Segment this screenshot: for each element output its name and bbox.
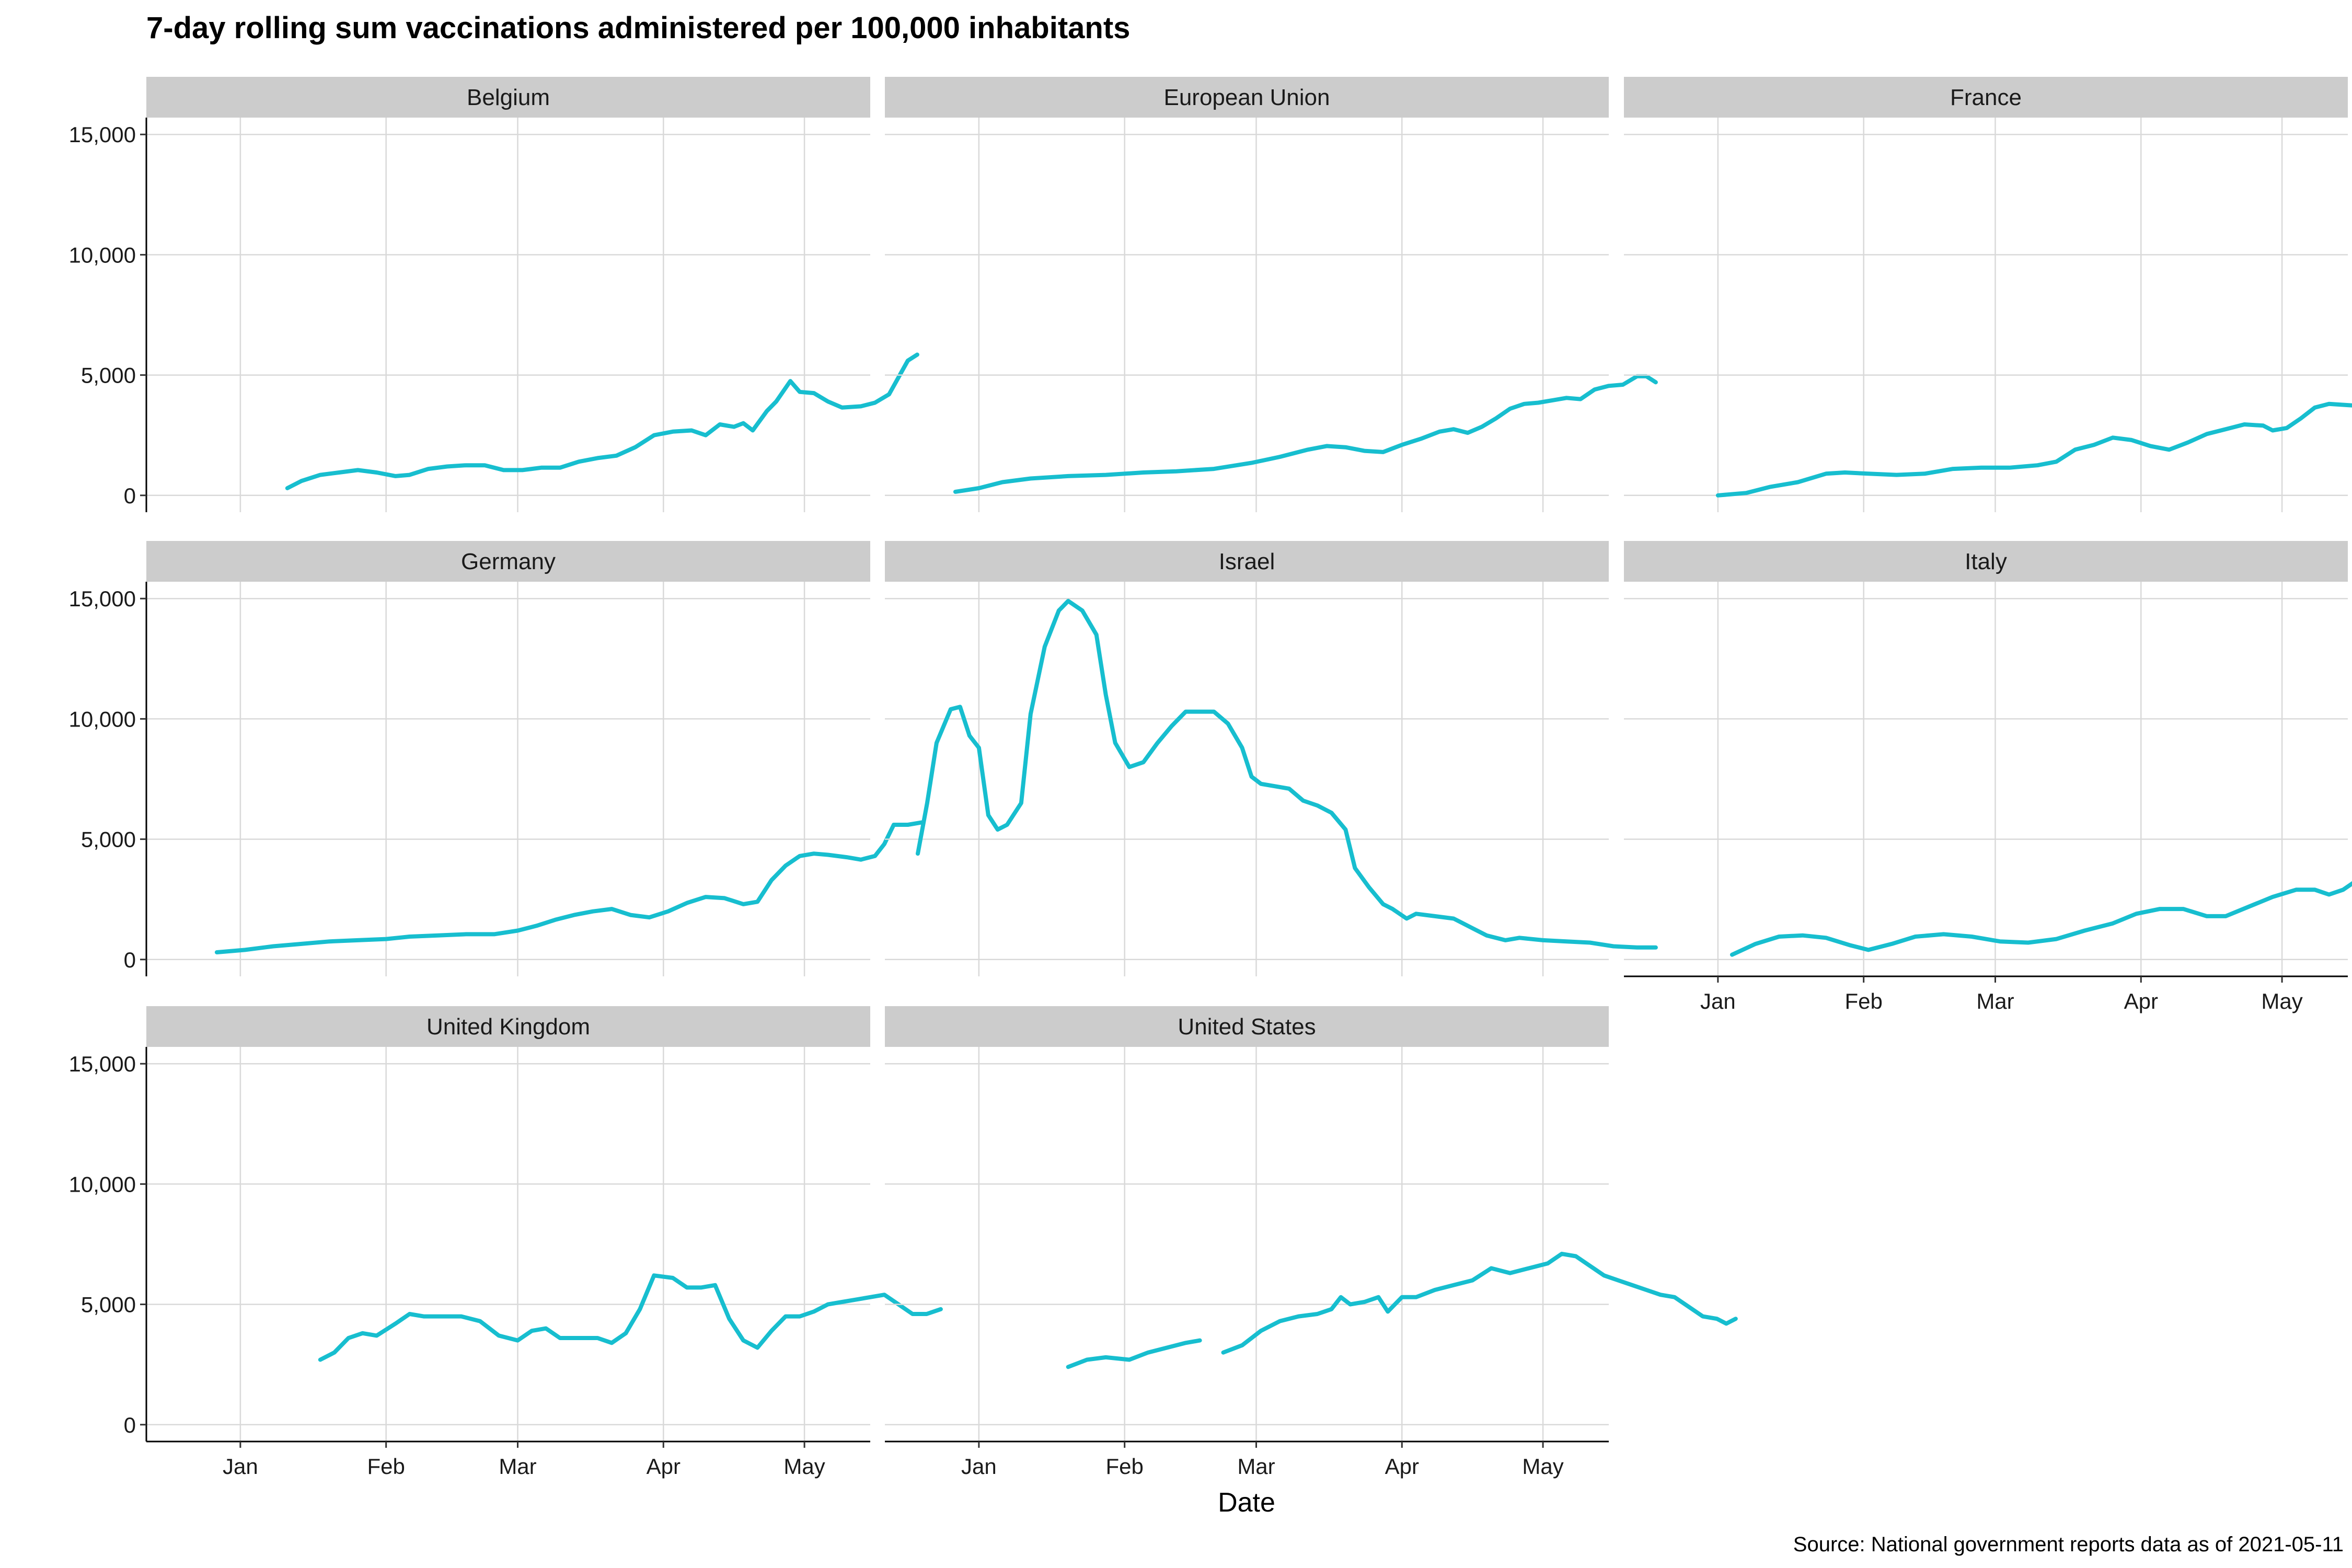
x-tick-label: May (783, 1454, 825, 1479)
y-tick-label: 10,000 (69, 1172, 136, 1196)
strip-france (1624, 77, 2348, 118)
y-tick-label: 5,000 (81, 1293, 136, 1317)
x-tick-label: Jan (223, 1454, 258, 1479)
strip-italy (1624, 541, 2348, 582)
x-tick-label: May (1522, 1454, 1563, 1479)
strip-germany (146, 541, 870, 582)
strip-united-kingdom (146, 1006, 870, 1047)
strip-label-belgium: Belgium (467, 85, 550, 110)
y-tick-label: 15,000 (69, 122, 136, 147)
y-tick-label: 5,000 (81, 363, 136, 388)
x-tick-label: Apr (1385, 1454, 1419, 1479)
y-tick-label: 0 (124, 483, 136, 508)
panels-layer: Belgium 0 5,000 10,000 15,000 European Union F… (69, 77, 2352, 1479)
x-axis-title: Date (1218, 1488, 1275, 1518)
x-tick-label: Apr (647, 1454, 681, 1479)
panel-european-union: European Union (885, 77, 1658, 512)
series-line-european-union-0 (953, 374, 1658, 494)
series-line-germany-0 (214, 820, 924, 954)
series-line-united-states-1 (1221, 1251, 1738, 1355)
y-tick-label: 15,000 (69, 586, 136, 611)
x-tick-label: Jan (1700, 989, 1736, 1013)
x-tick-label: Feb (1844, 989, 1882, 1013)
panel-france: France (1624, 77, 2352, 512)
x-tick-label: Apr (2124, 989, 2158, 1013)
y-tick-label: 0 (124, 1413, 136, 1437)
panel-italy: Italy Jan Feb Mar Apr May (1624, 541, 2352, 1013)
strip-united-states (885, 1006, 1609, 1047)
series-line-france-0 (1715, 401, 2352, 498)
series-line-united-kingdom-0 (318, 1273, 943, 1362)
panel-belgium: Belgium 0 5,000 10,000 15,000 (69, 77, 919, 512)
x-tick-label: May (2261, 989, 2302, 1013)
strip-belgium (146, 77, 870, 118)
strip-label-france: France (1950, 85, 2022, 110)
x-tick-label: Feb (367, 1454, 405, 1479)
x-tick-label: Mar (1976, 989, 2014, 1013)
strip-european-union (885, 77, 1609, 118)
strip-label-united-kingdom: United Kingdom (426, 1014, 590, 1040)
strip-label-israel: Israel (1219, 549, 1275, 574)
panel-united-states: United States Jan Feb Mar Apr May (885, 1006, 1738, 1479)
strip-label-germany: Germany (461, 549, 556, 574)
series-line-belgium-0 (285, 352, 919, 490)
strip-label-european-union: European Union (1163, 85, 1330, 110)
strip-label-italy: Italy (1965, 549, 2007, 574)
y-tick-label: 5,000 (81, 827, 136, 852)
panel-germany: Germany 0 5,000 10,000 15,000 (69, 541, 924, 976)
panel-united-kingdom: United Kingdom 0 5,000 10,000 15,000 Jan Feb Ma… (69, 1006, 943, 1479)
source-caption: Source: National government reports data… (1793, 1533, 2344, 1556)
strip-label-united-states: United States (1178, 1014, 1316, 1040)
x-tick-label: Jan (961, 1454, 997, 1479)
x-tick-label: Mar (1237, 1454, 1275, 1479)
strip-israel (885, 541, 1609, 582)
chart-title: 7-day rolling sum vaccinations administe… (146, 11, 1130, 45)
y-tick-label: 10,000 (69, 243, 136, 267)
y-tick-label: 10,000 (69, 707, 136, 731)
series-line-israel-0 (916, 598, 1658, 950)
y-tick-label: 0 (124, 948, 136, 972)
x-tick-label: Mar (499, 1454, 536, 1479)
y-tick-label: 15,000 (69, 1052, 136, 1076)
x-tick-label: Feb (1105, 1454, 1143, 1479)
series-line-italy-0 (1730, 881, 2352, 957)
panel-israel: Israel (885, 541, 1658, 976)
series-line-united-states-0 (1066, 1338, 1202, 1369)
